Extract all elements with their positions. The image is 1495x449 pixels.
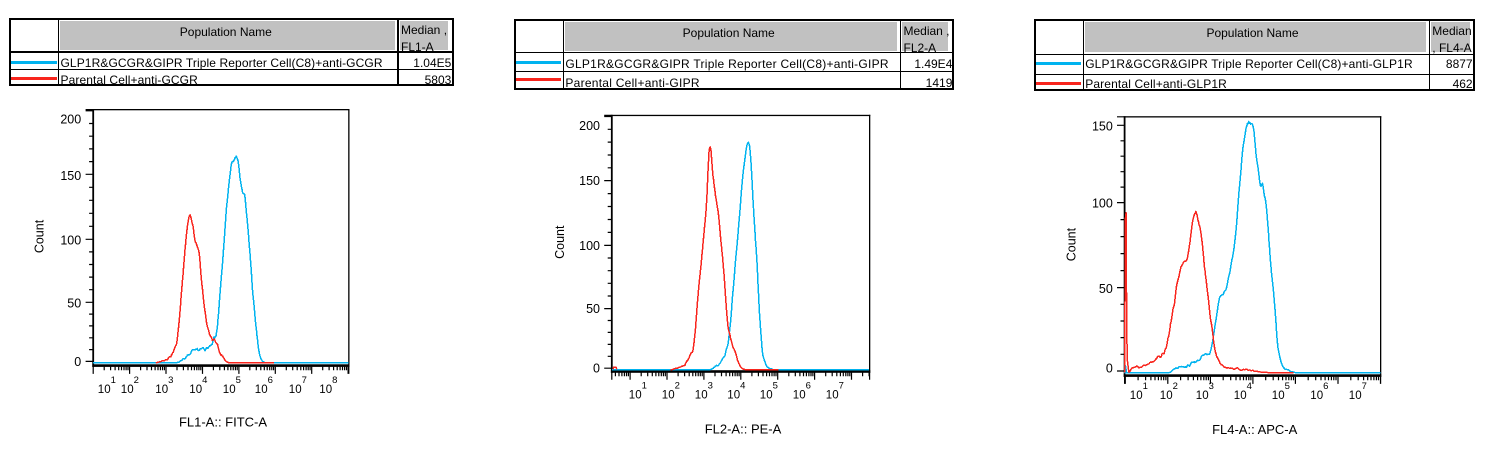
svg-text:104: 104 (189, 375, 207, 396)
svg-text:108: 108 (319, 375, 337, 396)
svg-text:FL2-A:: PE-A: FL2-A:: PE-A (705, 422, 782, 437)
svg-text:106: 106 (793, 380, 811, 401)
svg-text:101: 101 (98, 375, 116, 396)
svg-text:101: 101 (1130, 381, 1148, 402)
svg-text:104: 104 (1234, 381, 1252, 402)
svg-text:103: 103 (155, 375, 173, 396)
svg-text:200: 200 (60, 113, 81, 127)
svg-text:106: 106 (255, 375, 273, 396)
svg-text:Count: Count (1065, 227, 1079, 261)
svg-text:105: 105 (223, 375, 241, 396)
svg-text:FL1-A:: FITC-A: FL1-A:: FITC-A (179, 414, 267, 429)
svg-text:100: 100 (60, 233, 81, 247)
svg-text:0: 0 (593, 362, 600, 376)
svg-text:106: 106 (1310, 381, 1328, 402)
svg-text:150: 150 (1092, 120, 1113, 134)
svg-text:100: 100 (579, 239, 600, 253)
svg-text:105: 105 (1272, 381, 1290, 402)
svg-text:150: 150 (579, 174, 600, 188)
svg-text:103: 103 (1196, 381, 1214, 402)
svg-text:Count: Count (553, 225, 567, 259)
svg-text:50: 50 (1099, 282, 1113, 296)
svg-text:50: 50 (67, 296, 81, 310)
svg-text:105: 105 (760, 380, 778, 401)
svg-text:FL4-A:: APC-A: FL4-A:: APC-A (1212, 422, 1298, 437)
svg-text:101: 101 (629, 380, 647, 401)
svg-text:200: 200 (579, 119, 600, 133)
svg-text:102: 102 (662, 380, 680, 401)
svg-text:104: 104 (727, 380, 745, 401)
svg-text:0: 0 (1106, 361, 1113, 375)
svg-text:107: 107 (289, 375, 307, 396)
svg-text:102: 102 (121, 375, 139, 396)
svg-text:102: 102 (1160, 381, 1178, 402)
svg-text:107: 107 (826, 380, 844, 401)
svg-text:100: 100 (1092, 196, 1113, 210)
svg-text:103: 103 (695, 380, 713, 401)
svg-text:0: 0 (74, 355, 81, 369)
svg-text:50: 50 (586, 302, 600, 316)
svg-text:150: 150 (60, 169, 81, 183)
svg-text:Count: Count (33, 219, 47, 253)
svg-text:107: 107 (1349, 381, 1367, 402)
